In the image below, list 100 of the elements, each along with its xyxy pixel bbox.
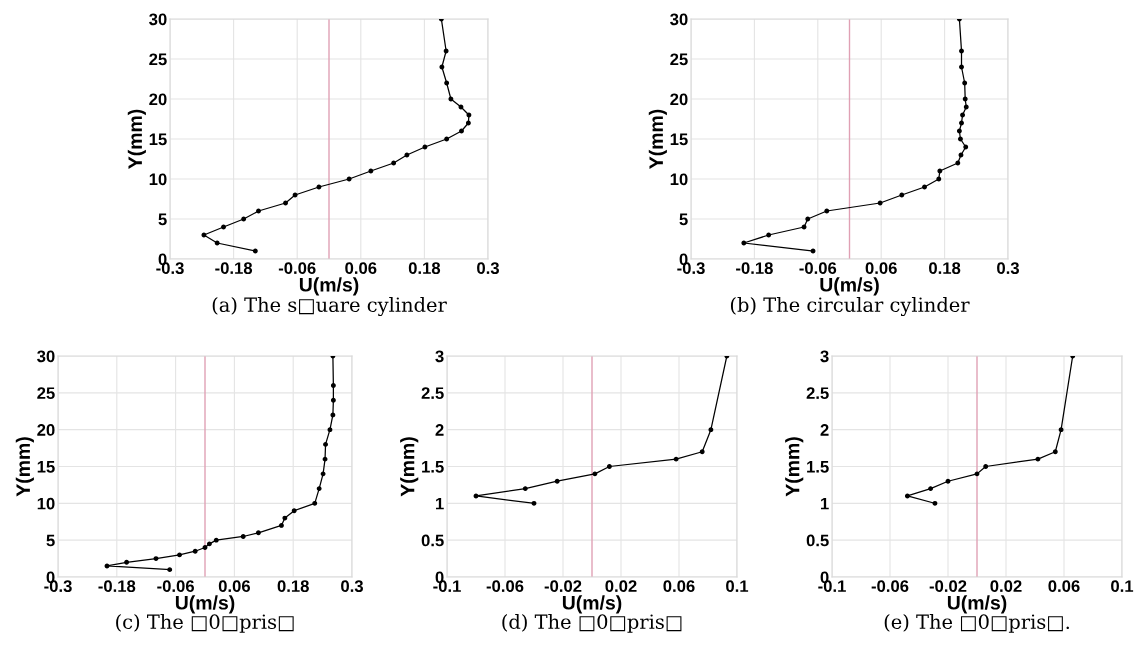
point xyxy=(444,136,450,142)
point xyxy=(932,500,938,506)
x-tick-label: 0.18 xyxy=(408,262,441,275)
x-axis-title: U(m/s) xyxy=(947,595,1007,614)
y-tick-label: 15 xyxy=(149,133,167,146)
point xyxy=(201,232,207,238)
x-tick-label: 0.1 xyxy=(1111,580,1134,593)
point xyxy=(292,192,298,198)
x-tick-label: 0.3 xyxy=(341,580,363,593)
point xyxy=(255,530,261,536)
point xyxy=(316,184,322,190)
point xyxy=(104,563,110,569)
text: (a) The s□uare cylinder xyxy=(212,297,447,317)
point xyxy=(221,224,226,230)
point xyxy=(473,493,479,499)
point xyxy=(959,64,964,70)
x-tick-label: 0.02 xyxy=(990,580,1022,593)
point xyxy=(959,120,964,126)
point xyxy=(522,486,528,492)
point xyxy=(316,486,322,492)
y-tick-label: 15 xyxy=(37,461,55,473)
point xyxy=(443,48,449,54)
y-tick-label: 5 xyxy=(679,213,688,226)
point xyxy=(904,493,910,499)
point xyxy=(256,208,261,214)
point xyxy=(322,456,328,462)
point xyxy=(699,449,705,455)
point xyxy=(960,112,965,118)
y-tick-label: 1 xyxy=(436,497,444,510)
text: (b) The circular cylinder xyxy=(730,297,970,317)
y-tick-label: 2 xyxy=(820,424,829,436)
x-tick-label: -0.18 xyxy=(215,262,253,275)
point xyxy=(955,160,961,166)
x-tick-label: -0.06 xyxy=(871,580,909,593)
point xyxy=(252,248,258,254)
point xyxy=(368,168,374,174)
point xyxy=(936,176,942,182)
point xyxy=(801,224,807,230)
point xyxy=(346,176,352,182)
y-tick-label: 3 xyxy=(820,350,829,363)
y-tick-label: 2 xyxy=(435,424,444,436)
x-axis-title: U(m/s) xyxy=(820,277,879,296)
point xyxy=(330,397,336,403)
point xyxy=(708,427,714,433)
y-tick-label: 2.5 xyxy=(421,387,444,400)
point xyxy=(465,120,471,126)
point xyxy=(214,240,220,246)
x-axis-title: U(m/s) xyxy=(299,277,359,296)
y-tick-label: 30 xyxy=(670,13,688,26)
point xyxy=(1035,456,1041,462)
point xyxy=(192,548,198,554)
point xyxy=(810,248,816,254)
x-tick-label: 0.06 xyxy=(865,262,897,275)
point xyxy=(963,104,969,110)
y-tick-label: 10 xyxy=(149,173,167,186)
point xyxy=(983,464,989,469)
point xyxy=(312,500,318,506)
point xyxy=(741,240,747,246)
point xyxy=(320,471,326,477)
point xyxy=(283,200,288,206)
point xyxy=(291,508,297,514)
point xyxy=(323,441,328,447)
y-tick-label: 25 xyxy=(670,53,688,66)
x-tick-label: 0.3 xyxy=(997,262,1019,275)
y-tick-label: 5 xyxy=(46,534,55,547)
point xyxy=(592,471,598,477)
x-tick-label: -0.06 xyxy=(278,262,316,275)
y-tick-label: 20 xyxy=(149,93,167,106)
point xyxy=(606,464,612,469)
point xyxy=(153,556,159,562)
point xyxy=(928,486,934,492)
point xyxy=(444,80,450,86)
point xyxy=(466,112,472,118)
y-tick-label: 1.5 xyxy=(807,461,829,473)
point xyxy=(206,541,212,547)
point xyxy=(962,96,968,102)
y-tick-label: 30 xyxy=(149,13,167,26)
point xyxy=(404,152,410,158)
point xyxy=(167,567,173,573)
point xyxy=(241,216,247,222)
x-tick-label: 0.18 xyxy=(929,262,961,275)
y-axis-title: Y(mm) xyxy=(127,109,146,169)
point xyxy=(531,500,537,506)
point xyxy=(458,104,464,110)
x-tick-label: 0.06 xyxy=(345,262,377,275)
point xyxy=(824,208,830,214)
point xyxy=(459,128,464,134)
point xyxy=(202,545,208,550)
y-tick-label: 2.5 xyxy=(806,387,829,400)
y-tick-label: 0.5 xyxy=(806,534,829,547)
y-axis-title: Y(mm) xyxy=(648,109,667,169)
x-axis-title: U(m/s) xyxy=(175,595,235,614)
point xyxy=(673,456,679,462)
point xyxy=(945,478,951,484)
point xyxy=(391,160,397,166)
point xyxy=(766,232,772,238)
y-tick-label: 25 xyxy=(149,53,167,66)
point xyxy=(922,184,927,190)
point xyxy=(448,96,454,102)
point xyxy=(805,216,811,222)
